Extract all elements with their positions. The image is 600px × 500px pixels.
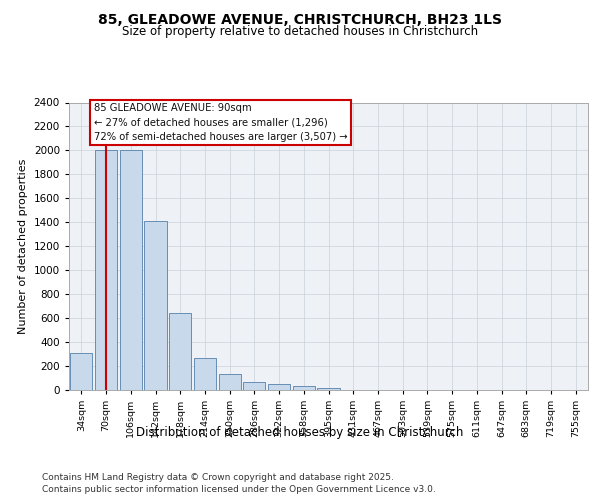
Text: Distribution of detached houses by size in Christchurch: Distribution of detached houses by size … [136,426,464,439]
Bar [243,382,265,390]
Bar [70,353,92,390]
Text: Contains public sector information licensed under the Open Government Licence v3: Contains public sector information licen… [42,485,436,494]
Bar [194,358,216,390]
Bar [119,150,142,390]
Bar [169,314,191,390]
Bar [317,388,340,390]
Bar [293,386,315,390]
Text: 85, GLEADOWE AVENUE, CHRISTCHURCH, BH23 1LS: 85, GLEADOWE AVENUE, CHRISTCHURCH, BH23 … [98,12,502,26]
Text: Contains HM Land Registry data © Crown copyright and database right 2025.: Contains HM Land Registry data © Crown c… [42,472,394,482]
Bar [95,150,117,390]
Text: Size of property relative to detached houses in Christchurch: Size of property relative to detached ho… [122,25,478,38]
Bar [145,221,167,390]
Bar [218,374,241,390]
Y-axis label: Number of detached properties: Number of detached properties [18,158,28,334]
Text: 85 GLEADOWE AVENUE: 90sqm
← 27% of detached houses are smaller (1,296)
72% of se: 85 GLEADOWE AVENUE: 90sqm ← 27% of detac… [94,103,347,142]
Bar [268,384,290,390]
